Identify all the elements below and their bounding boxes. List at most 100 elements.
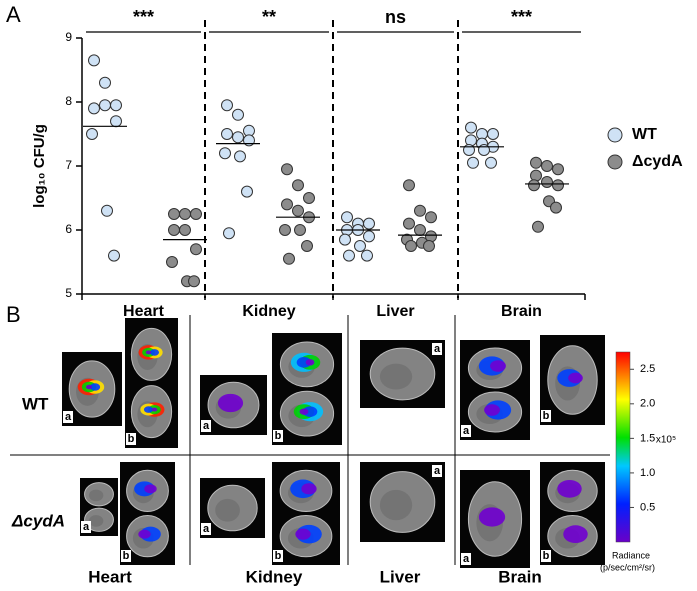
data-point [223, 227, 235, 240]
data-point [541, 176, 553, 188]
signal [85, 384, 93, 390]
colorbar-tick-label: 2.0 [640, 398, 655, 410]
x-tick-label: Liver [376, 303, 414, 320]
data-point [168, 208, 180, 220]
data-point [294, 224, 306, 236]
signal [305, 359, 315, 366]
data-point [281, 163, 293, 176]
tag-bg [541, 550, 551, 562]
organ-texture [88, 515, 104, 527]
tag-bg [432, 343, 442, 355]
data-point [425, 211, 437, 224]
data-point [465, 134, 477, 147]
colorbar-multiplier: x10⁵ [656, 435, 676, 446]
data-point [550, 201, 562, 214]
image-tag: a [83, 521, 90, 533]
image-tag: a [203, 523, 210, 535]
significance-label: *** [511, 7, 532, 27]
image-tag: a [463, 425, 470, 437]
panel-label: B [6, 302, 21, 327]
image-tag: b [543, 410, 550, 422]
organ-texture [88, 489, 104, 502]
data-point [552, 179, 564, 192]
data-point [341, 211, 353, 224]
image-tag: a [463, 553, 470, 565]
signal [557, 479, 582, 498]
signal [478, 507, 506, 527]
column-label: Heart [88, 567, 132, 586]
data-point [292, 204, 304, 217]
signal [149, 349, 160, 356]
data-point [234, 150, 246, 163]
colorbar-tick-label: 2.5 [640, 363, 655, 375]
data-point [405, 240, 417, 252]
tag-bg [201, 523, 211, 535]
colorbar-title: Radiance [612, 550, 650, 560]
significance-label: ns [385, 7, 406, 27]
data-point [303, 192, 315, 204]
image-tag: b [123, 550, 130, 562]
y-tick-label: 7 [65, 158, 72, 172]
signal [563, 525, 588, 544]
data-point [463, 144, 475, 156]
data-point [279, 224, 291, 236]
data-point [241, 185, 253, 198]
data-point [221, 99, 233, 112]
data-point [110, 99, 122, 112]
tag-bg [201, 420, 211, 432]
tag-bg [126, 433, 136, 445]
image-tag: a [203, 420, 210, 432]
column-label: Kidney [246, 567, 303, 586]
y-axis-title: log₁₀ CFU/g [31, 124, 48, 208]
data-point [243, 134, 255, 147]
tag-bg [121, 550, 131, 562]
image-tag: a [434, 465, 441, 477]
signal [217, 393, 244, 413]
data-point [530, 156, 542, 169]
data-point [88, 54, 100, 67]
panel-b: WT ΔcydA Heart Kidney Liver Brain x10⁵ R… [10, 315, 676, 586]
data-point [221, 128, 233, 140]
data-point [423, 240, 435, 252]
image-tag: b [275, 550, 282, 562]
x-tick-label: Kidney [242, 303, 295, 320]
data-point [465, 121, 477, 134]
organ-texture [379, 363, 413, 390]
image-tag: a [65, 411, 72, 423]
data-point [188, 275, 200, 288]
data-point [110, 115, 122, 128]
signal [295, 528, 311, 540]
data-point [339, 233, 351, 246]
legend-label: ΔcydA [632, 153, 683, 170]
tag-bg [273, 550, 283, 562]
data-point [354, 240, 366, 252]
colorbar-tick-label: 1.5 [640, 432, 655, 444]
data-point [403, 179, 415, 192]
data-point [541, 160, 553, 172]
column-label: Liver [380, 567, 421, 586]
legend-marker [607, 154, 623, 170]
data-point [343, 249, 355, 262]
data-point [190, 208, 202, 220]
organ-texture [215, 498, 240, 522]
data-point [487, 128, 499, 140]
signal [138, 529, 151, 539]
x-tick-label: Brain [501, 303, 542, 320]
legend-marker [607, 127, 623, 143]
signal [490, 360, 506, 372]
data-point [168, 224, 180, 236]
tag-bg [541, 410, 551, 422]
colorbar-tick-label: 0.5 [640, 501, 655, 513]
data-point [403, 217, 415, 230]
colorbar [615, 351, 631, 543]
data-point [361, 249, 373, 262]
signal [301, 483, 317, 495]
panel-label: A [6, 2, 21, 27]
data-point [530, 169, 542, 182]
data-point [99, 99, 111, 112]
tag-bg [81, 521, 91, 533]
data-point [485, 156, 497, 169]
data-point [478, 144, 490, 156]
data-point [552, 163, 564, 176]
column-label: Brain [498, 567, 541, 586]
